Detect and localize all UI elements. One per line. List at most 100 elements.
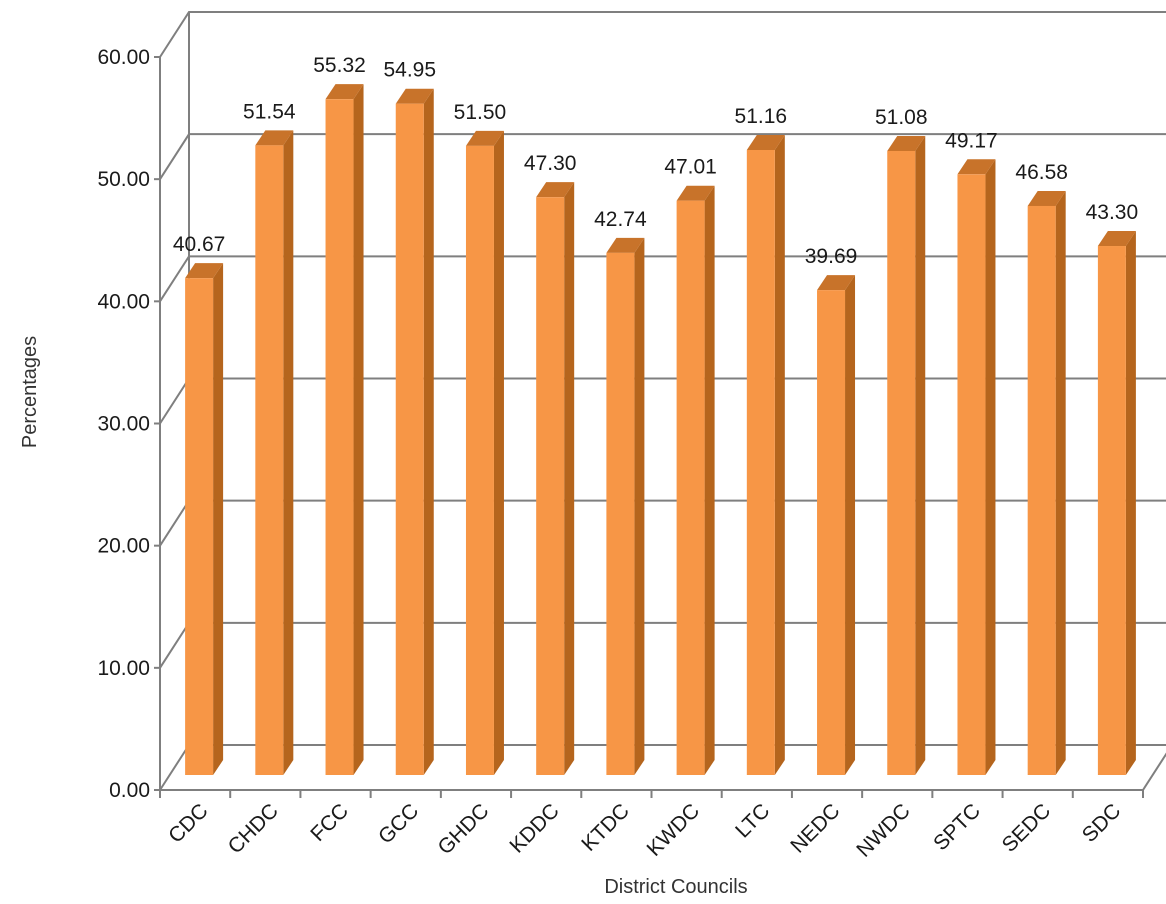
bar-nwdc xyxy=(887,135,926,776)
y-tick-label: 10.00 xyxy=(97,657,150,680)
bar-kddc xyxy=(536,182,575,775)
bar-ktdc xyxy=(606,237,645,775)
bar-sdc xyxy=(1097,231,1136,776)
y-tick-label: 40.00 xyxy=(97,290,150,313)
data-label: 43.30 xyxy=(1086,201,1139,224)
data-label: 51.08 xyxy=(875,106,928,129)
x-tick-label: SEDC xyxy=(998,799,1056,857)
bar-side xyxy=(915,135,926,776)
y-tick-label: 50.00 xyxy=(97,168,150,191)
bar-front xyxy=(676,200,705,775)
data-label: 51.54 xyxy=(243,100,296,123)
bar-top xyxy=(325,84,364,100)
bar-side xyxy=(1125,231,1136,776)
data-label: 54.95 xyxy=(383,59,436,82)
gridline xyxy=(159,377,1166,425)
y-tick-label: 0.00 xyxy=(109,779,150,802)
data-label: 40.67 xyxy=(173,233,226,256)
bar-front xyxy=(185,278,214,775)
x-tick-label: LTC xyxy=(731,799,774,842)
x-tick-label: SPTC xyxy=(929,799,985,855)
bar-top xyxy=(1097,231,1136,247)
bar-front xyxy=(255,145,284,775)
data-label: 49.17 xyxy=(945,129,998,152)
data-label: 42.74 xyxy=(594,208,647,231)
data-label: 51.50 xyxy=(454,101,507,124)
bar-top xyxy=(395,88,434,104)
bar-front xyxy=(325,99,354,775)
y-tick-label: 20.00 xyxy=(97,535,150,558)
x-tick-label: SDC xyxy=(1078,799,1126,847)
data-label: 46.58 xyxy=(1015,161,1068,184)
bar-sedc xyxy=(1027,190,1066,776)
x-tick-label: CDC xyxy=(164,799,212,847)
x-tick-label: NWDC xyxy=(852,799,914,861)
bar-top xyxy=(676,185,715,201)
data-label: 47.30 xyxy=(524,152,577,175)
x-tick-label: KDDC xyxy=(505,799,563,857)
bar-front xyxy=(746,149,775,775)
data-label: 55.32 xyxy=(313,54,366,77)
gridlines xyxy=(159,11,1166,791)
bar-side xyxy=(774,134,785,775)
bar-top xyxy=(746,134,785,150)
y-tick-label: 60.00 xyxy=(97,46,150,69)
x-tick-label: KWDC xyxy=(643,799,705,861)
bar-chdc xyxy=(255,130,294,775)
bar-front xyxy=(465,145,494,775)
bar-top xyxy=(606,237,645,253)
bar-side xyxy=(634,237,645,775)
x-axis-title: District Councils xyxy=(604,876,747,898)
bar-top xyxy=(887,135,926,151)
bar-side xyxy=(353,84,364,775)
gridline xyxy=(159,255,1166,302)
bar-side xyxy=(213,263,224,775)
bar-side xyxy=(423,88,434,776)
x-tick-label: FCC xyxy=(306,799,353,846)
x-tick-label: GHDC xyxy=(434,799,494,859)
bar-gcc xyxy=(395,88,434,776)
bar-top xyxy=(957,159,996,175)
x-tick-label: GCC xyxy=(374,799,423,848)
gridline xyxy=(159,744,1166,791)
bar-front xyxy=(1097,246,1126,776)
bar-top xyxy=(255,130,294,146)
bar-sptc xyxy=(957,159,996,775)
x-tick-label: KTDC xyxy=(577,799,634,856)
gridline xyxy=(159,11,1166,58)
bar-front xyxy=(1027,205,1056,776)
bar-side xyxy=(493,130,504,775)
bar-side xyxy=(985,159,996,775)
gridline xyxy=(159,621,1166,669)
bar-front xyxy=(536,197,565,775)
bar-kwdc xyxy=(676,185,715,775)
bar-top xyxy=(1027,190,1066,206)
bar-nedc xyxy=(817,275,856,775)
y-tick-label: 30.00 xyxy=(97,413,150,436)
data-label: 39.69 xyxy=(805,245,858,268)
x-tick-label: CHDC xyxy=(224,799,283,858)
bar-cdc xyxy=(185,263,224,775)
bar-top xyxy=(817,275,856,291)
bar-front xyxy=(957,174,986,775)
data-label: 47.01 xyxy=(664,156,717,179)
x-tick-label: NEDC xyxy=(786,799,844,857)
data-labels: 40.67 51.54 55.32 54.95 51.50 47.30 42.74 47.01… xyxy=(173,54,1138,268)
bar-ltc xyxy=(746,134,785,775)
gridline xyxy=(159,499,1166,547)
data-label: 51.16 xyxy=(735,105,788,128)
bar-top xyxy=(185,263,224,279)
bars xyxy=(185,84,1136,776)
bar-top xyxy=(536,182,575,198)
bar-front xyxy=(395,103,424,776)
y-axis-title: Percentages xyxy=(19,336,41,448)
bar-side xyxy=(704,185,715,775)
bar-side xyxy=(845,275,856,775)
bar-front xyxy=(606,252,635,775)
bar-fcc xyxy=(325,84,364,775)
bar-top xyxy=(465,130,504,146)
bar-front xyxy=(817,290,846,775)
bar-side xyxy=(564,182,575,775)
floor-edge xyxy=(1142,752,1166,791)
